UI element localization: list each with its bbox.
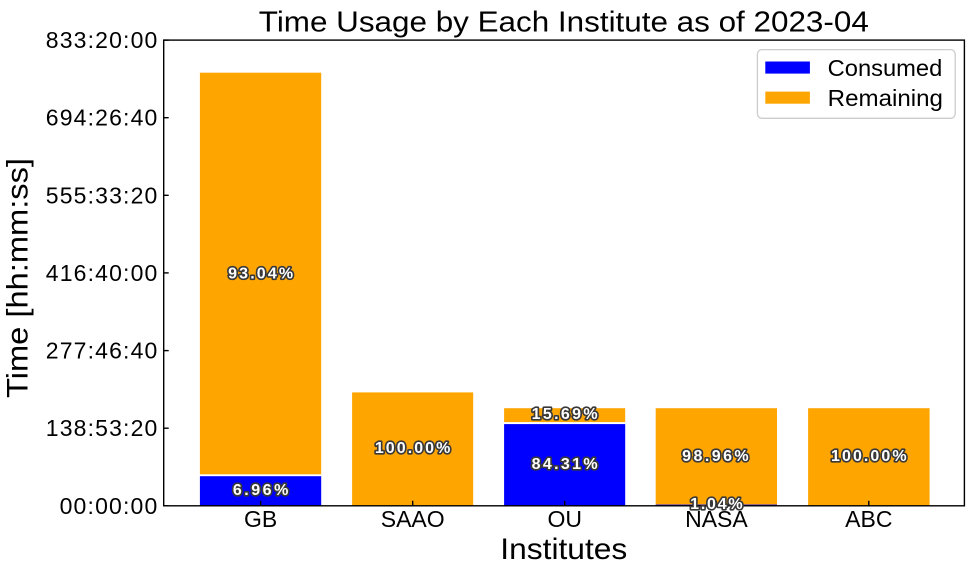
svg-text:555:33:20: 555:33:20 xyxy=(46,182,157,208)
svg-text:694:26:40: 694:26:40 xyxy=(46,105,157,131)
svg-text:Time Usage by Each Institute a: Time Usage by Each Institute as of 2023-… xyxy=(259,7,869,39)
svg-text:138:53:20: 138:53:20 xyxy=(46,415,157,441)
svg-text:SAAO: SAAO xyxy=(381,506,445,532)
svg-text:Remaining: Remaining xyxy=(828,85,943,111)
svg-text:OU: OU xyxy=(547,506,582,532)
svg-text:277:46:40: 277:46:40 xyxy=(46,338,157,364)
svg-text:Consumed: Consumed xyxy=(828,55,943,81)
svg-text:GB: GB xyxy=(244,506,277,532)
svg-text:ABC: ABC xyxy=(845,506,892,532)
svg-text:NASA: NASA xyxy=(685,506,748,532)
svg-text:00:00:00: 00:00:00 xyxy=(60,493,158,519)
svg-text:Institutes: Institutes xyxy=(500,533,627,566)
svg-text:Time [hh:mm:ss]: Time [hh:mm:ss] xyxy=(1,158,34,398)
svg-text:416:40:00: 416:40:00 xyxy=(46,260,157,286)
svg-text:833:20:00: 833:20:00 xyxy=(46,27,157,53)
